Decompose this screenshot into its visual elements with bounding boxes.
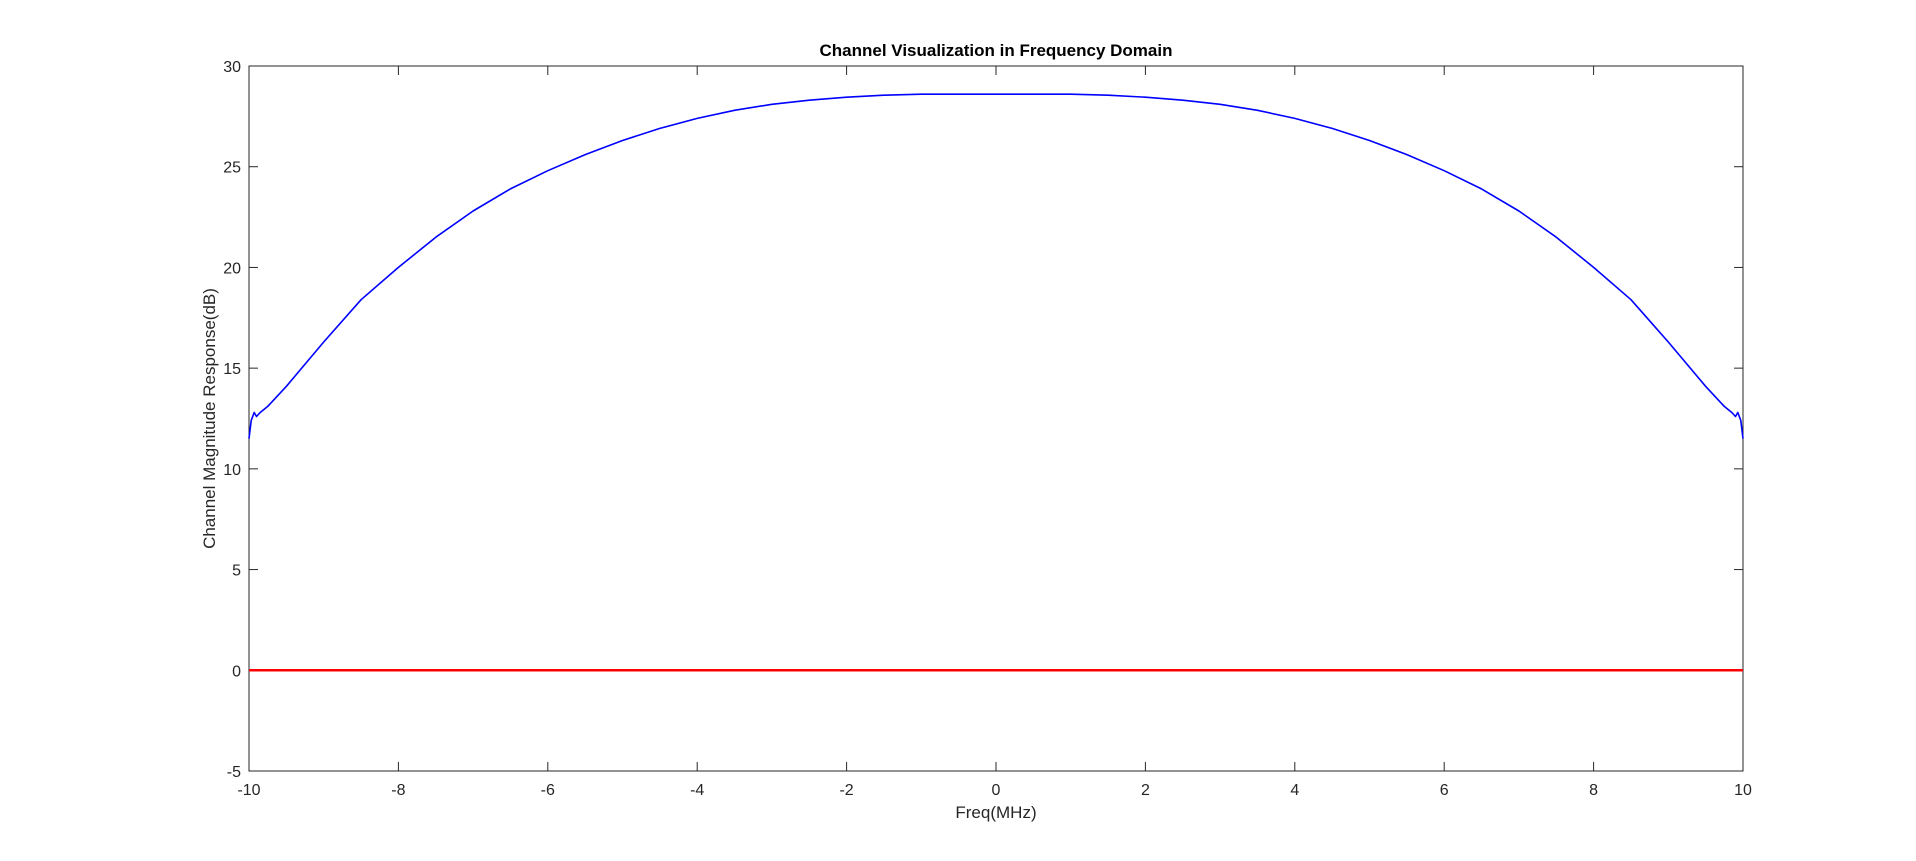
y-axis-title: Channel Magnitude Response(dB): [200, 288, 219, 549]
y-tick-label: 10: [223, 462, 241, 479]
y-tick-label: 5: [232, 563, 241, 580]
series-lines: [248, 93, 1744, 672]
chart-title: Channel Visualization in Frequency Domai…: [820, 41, 1173, 60]
x-tick-label: -8: [391, 782, 405, 799]
x-tick-label: -2: [839, 782, 853, 799]
y-tick-label: 0: [232, 663, 241, 680]
x-tick-label: 2: [1141, 782, 1150, 799]
y-tick-label: 25: [223, 160, 241, 177]
y-tick-label: 30: [223, 59, 241, 76]
x-tick-label: -10: [237, 782, 260, 799]
y-tick-label: 15: [223, 361, 241, 378]
y-tick-label: 20: [223, 260, 241, 277]
x-tick-label: 6: [1440, 782, 1449, 799]
x-tick-label: -4: [690, 782, 704, 799]
x-tick-label: 10: [1734, 782, 1752, 799]
x-tick-label: 4: [1290, 782, 1299, 799]
axes-box: [248, 65, 1744, 772]
y-tick-label: -5: [227, 764, 241, 781]
x-tick-label: -6: [541, 782, 555, 799]
axes: -10 -8 -6 -4 -2 0 2 4 6 8 10 -5 0 5 10 15 20 25 30: [223, 59, 1752, 799]
x-tick-label: 8: [1589, 782, 1598, 799]
x-axis-title: Freq(MHz): [955, 803, 1036, 822]
x-axis-ticks: -10 -8 -6 -4 -2 0 2 4 6 8 10: [237, 66, 1752, 799]
x-tick-label: 0: [992, 782, 1001, 799]
series-line-1: [248, 93, 1744, 439]
